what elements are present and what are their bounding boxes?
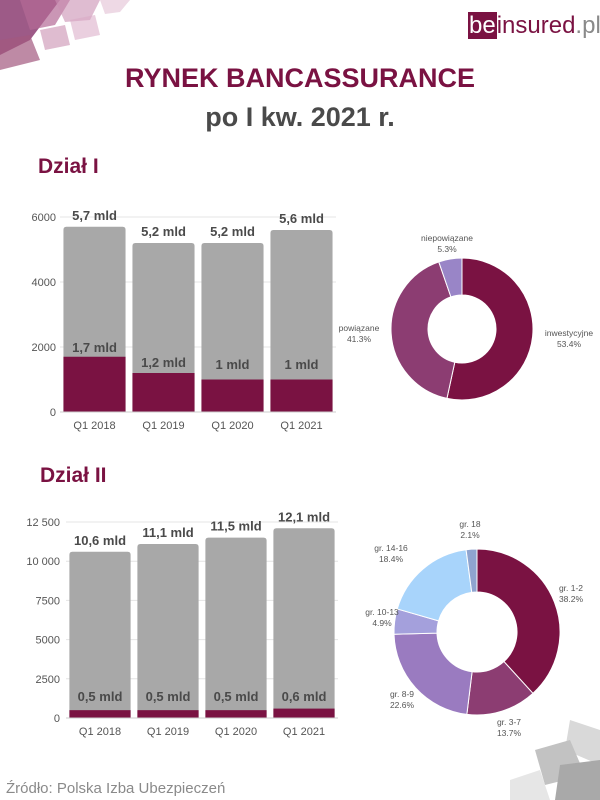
- donut-slice: [390, 261, 456, 399]
- part-label: 1 mld: [285, 357, 319, 372]
- y-tick-label: 6000: [32, 212, 56, 224]
- donut-slice: [393, 632, 473, 715]
- y-tick-label: 7500: [36, 595, 60, 607]
- bar-part: [137, 710, 199, 718]
- y-tick-label: 0: [54, 713, 60, 725]
- y-tick-label: 10 000: [26, 556, 60, 568]
- x-tick-label: Q1 2020: [211, 420, 253, 432]
- x-tick-label: Q1 2021: [280, 420, 322, 432]
- part-label: 0,6 mld: [282, 689, 327, 704]
- slice-label: gr. 1-2: [559, 583, 583, 593]
- y-tick-label: 4000: [32, 277, 56, 289]
- bar-total: [69, 551, 131, 718]
- logo-insured: insured: [496, 12, 576, 39]
- total-label: 11,1 mld: [142, 525, 193, 540]
- bar-part: [273, 708, 335, 718]
- slice-pct: 53.4%: [557, 339, 582, 349]
- page-title: RYNEK BANCASSURANCE: [124, 63, 476, 93]
- bar-total: [201, 243, 264, 412]
- y-tick-label: 5000: [36, 635, 60, 647]
- slice-pct: 22.6%: [390, 700, 415, 710]
- x-tick-label: Q1 2018: [73, 420, 115, 432]
- slice-pct: 18.4%: [379, 554, 404, 564]
- part-label: 0,5 mld: [146, 689, 191, 704]
- section-title-dzial-1: Dział I: [38, 155, 99, 178]
- part-label: 0,5 mld: [78, 689, 123, 704]
- slice-label: gr. 8-9: [390, 689, 414, 699]
- total-label: 5,6 mld: [279, 211, 324, 226]
- decorative-cubes-bottom-right: [510, 720, 600, 800]
- slice-label: gr. 18: [459, 519, 481, 529]
- source-note: Źródło: Polska Izba Ubezpieczeń: [6, 780, 226, 797]
- logo-pl: .pl: [575, 12, 600, 39]
- donut-slice: [438, 257, 463, 298]
- slice-label: gr. 3-7: [497, 717, 521, 727]
- bar-total: [273, 528, 335, 718]
- x-tick-label: Q1 2019: [142, 420, 184, 432]
- bar-part: [69, 710, 131, 718]
- slice-label: powiązane: [339, 323, 380, 333]
- bar-total: [205, 537, 267, 718]
- part-label: 1,7 mld: [72, 340, 117, 355]
- bar-total: [132, 243, 195, 412]
- part-label: 1,2 mld: [141, 355, 186, 370]
- y-tick-label: 0: [50, 407, 56, 419]
- donut-slice: [476, 548, 561, 695]
- donut-slice: [446, 257, 534, 401]
- decorative-cubes-top-left: [0, 0, 130, 70]
- slice-label: inwestycyjne: [545, 328, 593, 338]
- slice-pct: 5.3%: [437, 244, 457, 254]
- total-label: 5,7 mld: [72, 208, 117, 223]
- bar-part: [63, 356, 126, 412]
- part-label: 1 mld: [216, 357, 250, 372]
- y-tick-label: 2500: [36, 674, 60, 686]
- bar-part: [205, 710, 267, 718]
- section-title-dzial-2: Dział II: [40, 464, 107, 487]
- logo-be: be: [468, 12, 497, 39]
- part-label: 0,5 mld: [214, 689, 259, 704]
- donut-slice: [465, 548, 478, 593]
- page-subtitle: po I kw. 2021 r.: [205, 102, 395, 132]
- slice-pct: 38.2%: [559, 594, 584, 604]
- slice-pct: 4.9%: [372, 618, 392, 628]
- total-label: 5,2 mld: [210, 224, 255, 239]
- slice-label: niepowiązane: [421, 233, 473, 243]
- bar-part: [201, 379, 264, 412]
- bar-part: [132, 373, 195, 412]
- y-tick-label: 12 500: [26, 517, 60, 529]
- x-tick-label: Q1 2020: [215, 726, 257, 738]
- slice-label: gr. 14-16: [374, 543, 408, 553]
- slice-pct: 41.3%: [347, 334, 372, 344]
- y-tick-label: 2000: [32, 342, 56, 354]
- x-tick-label: Q1 2019: [147, 726, 189, 738]
- total-label: 10,6 mld: [74, 533, 126, 548]
- donut-slice: [396, 549, 473, 622]
- slice-pct: 2.1%: [460, 530, 480, 540]
- x-tick-label: Q1 2018: [79, 726, 121, 738]
- x-tick-label: Q1 2021: [283, 726, 325, 738]
- total-label: 12,1 mld: [278, 509, 330, 524]
- brand-logo[interactable]: beinsured.pl: [468, 12, 600, 40]
- bar-total: [137, 543, 199, 718]
- bar-total: [270, 230, 333, 412]
- slice-label: gr. 10-13: [365, 607, 399, 617]
- slice-pct: 13.7%: [497, 728, 522, 738]
- total-label: 11,5 mld: [210, 519, 261, 534]
- bar-part: [270, 379, 333, 412]
- total-label: 5,2 mld: [141, 224, 186, 239]
